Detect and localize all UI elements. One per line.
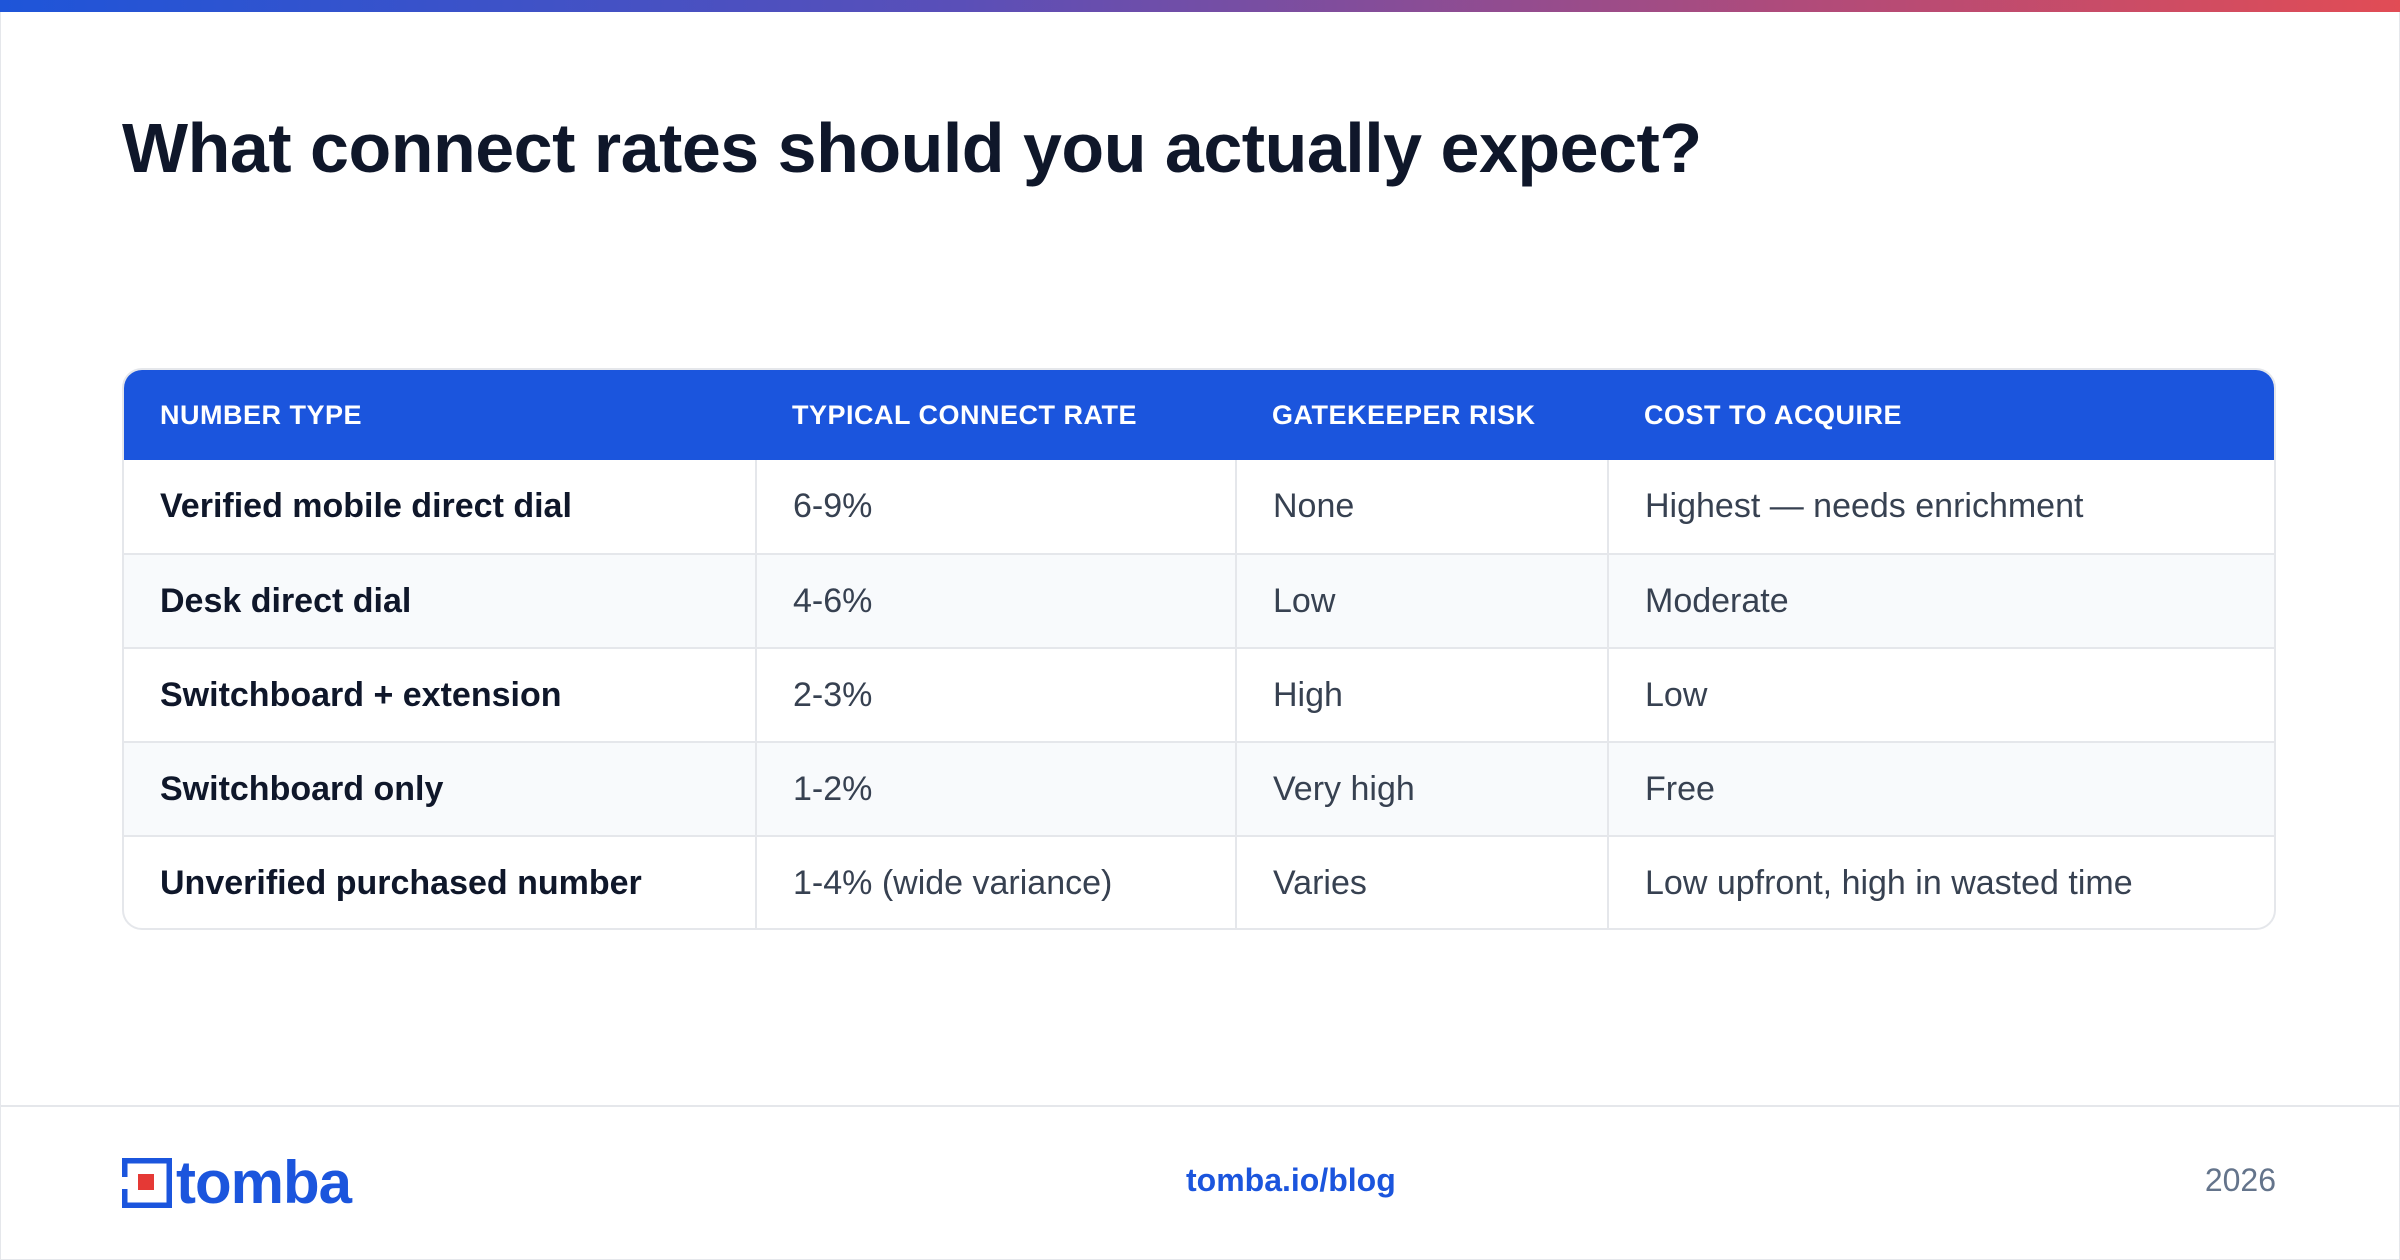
header-number-type: NUMBER TYPE	[160, 399, 363, 430]
cell-gatekeeper-risk: Very high	[1235, 741, 1608, 836]
cell-connect-rate: 2-3%	[755, 647, 1236, 742]
cell-number-type: Unverified purchased number	[124, 835, 756, 928]
cell-gatekeeper-risk: None	[1235, 460, 1608, 554]
cell-gatekeeper-risk: High	[1235, 647, 1608, 742]
header-connect-rate: TYPICAL CONNECT RATE	[792, 399, 1138, 430]
cell-cost-to-acquire: Highest — needs enrichment	[1607, 460, 2274, 554]
cell-number-type: Desk direct dial	[124, 553, 756, 648]
footer-divider	[0, 1105, 2400, 1107]
cell-connect-rate: 1-2%	[755, 741, 1236, 836]
logo-text: tomba	[176, 1149, 352, 1216]
tomba-logo[interactable]: tomba	[122, 1149, 352, 1216]
top-gradient-bar	[0, 0, 2400, 12]
table-row: Unverified purchased number 1-4% (wide v…	[124, 835, 2274, 928]
cell-connect-rate: 6-9%	[755, 460, 1236, 554]
cell-number-type: Switchboard + extension	[124, 647, 756, 742]
cell-cost-to-acquire: Moderate	[1607, 553, 2274, 648]
cell-gatekeeper-risk: Low	[1235, 553, 1608, 648]
table-row: Desk direct dial 4-6% Low Moderate	[124, 553, 2274, 648]
table-row: Switchboard + extension 2-3% High Low	[124, 647, 2274, 742]
cell-connect-rate: 1-4% (wide variance)	[755, 835, 1236, 928]
cell-cost-to-acquire: Low	[1607, 647, 2274, 742]
table-row: Verified mobile direct dial 6-9% None Hi…	[124, 460, 2274, 554]
table: NUMBER TYPE TYPICAL CONNECT RATE GATEKEE…	[124, 370, 2274, 928]
page-title: What connect rates should you actually e…	[122, 109, 1702, 187]
cell-cost-to-acquire: Free	[1607, 741, 2274, 836]
cell-connect-rate: 4-6%	[755, 553, 1236, 648]
comparison-table: NUMBER TYPE TYPICAL CONNECT RATE GATEKEE…	[122, 368, 2276, 930]
cell-number-type: Switchboard only	[124, 741, 756, 836]
header-gatekeeper-risk: GATEKEEPER RISK	[1272, 399, 1536, 430]
cell-gatekeeper-risk: Varies	[1235, 835, 1608, 928]
tomba-logo-icon	[122, 1158, 172, 1208]
cell-number-type: Verified mobile direct dial	[160, 487, 572, 525]
footer-year: 2026	[2204, 1162, 2276, 1198]
header-cost-to-acquire: COST TO ACQUIRE	[1644, 399, 1903, 430]
table-row: Switchboard only 1-2% Very high Free	[124, 741, 2274, 836]
table-header-row: NUMBER TYPE TYPICAL CONNECT RATE GATEKEE…	[124, 370, 2274, 460]
cell-cost-to-acquire: Low upfront, high in wasted time	[1607, 835, 2274, 928]
blog-link[interactable]: tomba.io/blog	[1186, 1162, 1396, 1198]
